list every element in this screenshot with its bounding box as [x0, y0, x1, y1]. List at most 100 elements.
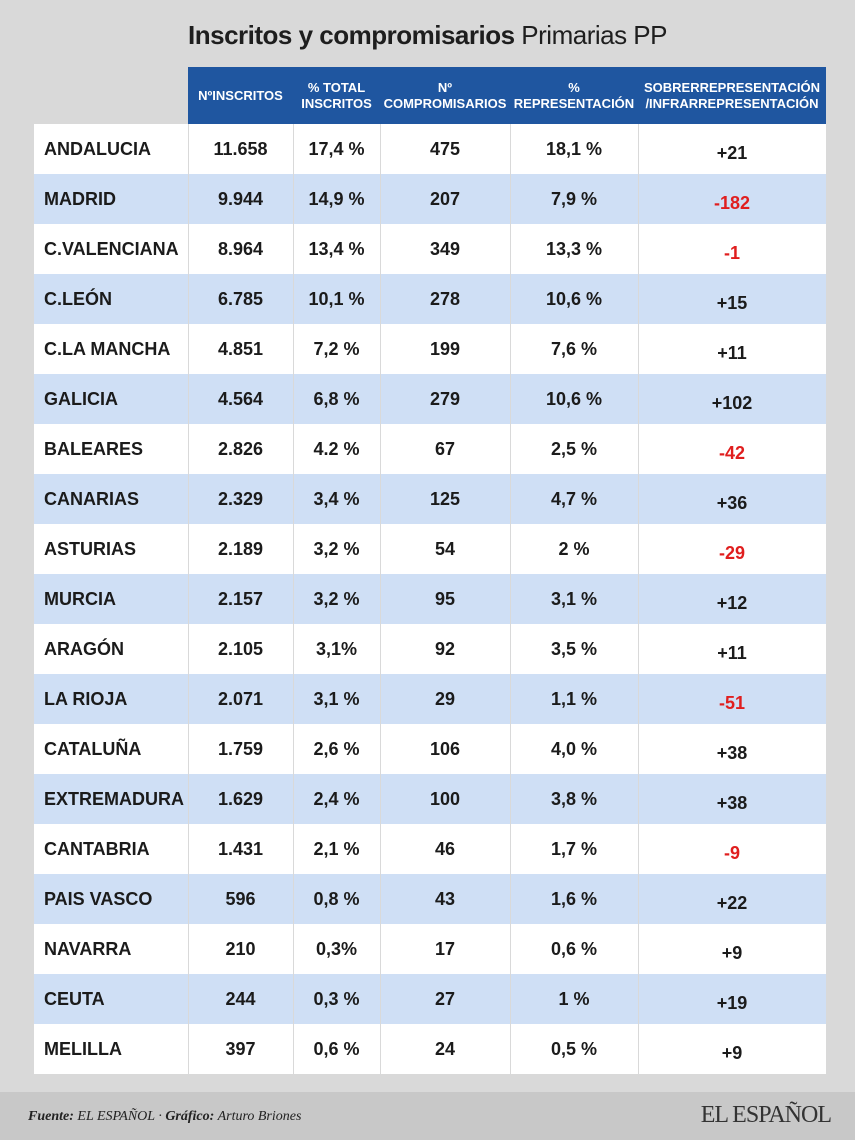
column-divider [380, 374, 381, 424]
pct-representacion-cell: 2 % [558, 538, 590, 559]
column-divider [638, 524, 639, 574]
column-divider [510, 524, 511, 574]
region-name: BALEARES [44, 438, 144, 459]
compromisarios-cell: 46 [434, 838, 456, 859]
column-divider [638, 574, 639, 624]
region-name: EXTREMADURA [44, 788, 185, 809]
diff-cell: +9 [721, 1042, 743, 1063]
region-name: C.VALENCIANA [44, 238, 179, 259]
pct-total-cell: 3,1 % [313, 688, 360, 709]
diff-cell: +9 [721, 942, 743, 963]
column-divider [638, 424, 639, 474]
compromisarios-cell: 24 [434, 1038, 456, 1059]
column-divider [293, 874, 294, 924]
column-divider [188, 574, 189, 624]
column-divider [188, 974, 189, 1024]
source-label: Fuente: [28, 1109, 74, 1124]
pct-representacion-cell: 1,7 % [550, 838, 598, 859]
header-pct-representacion: % REPRESENTACIÓN [513, 79, 635, 111]
graphic-value: Arturo Briones [217, 1109, 302, 1124]
pct-total-cell: 6,8 % [313, 388, 360, 409]
column-divider [188, 724, 189, 774]
compromisarios-cell: 199 [429, 338, 461, 359]
inscritos-cell: 4.851 [217, 338, 264, 359]
column-divider [293, 774, 294, 824]
table-row: ARAGÓN 2.105 3,1% 92 3,5 % +11 [34, 624, 826, 674]
pct-total-cell: 17,4 % [308, 138, 365, 159]
inscritos-cell: 397 [225, 1038, 256, 1059]
inscritos-cell: 596 [225, 888, 256, 909]
diff-cell: +38 [716, 742, 748, 763]
compromisarios-cell: 475 [429, 138, 461, 159]
region-name: ASTURIAS [44, 538, 137, 559]
region-name: MELILLA [44, 1038, 122, 1059]
diff-cell: +15 [716, 292, 748, 313]
table-row: CEUTA 244 0,3 % 27 1 % +19 [34, 974, 826, 1024]
pct-total-cell: 13,4 % [308, 238, 365, 259]
column-divider [510, 774, 511, 824]
column-divider [510, 824, 511, 874]
region-name: NAVARRA [44, 938, 132, 959]
compromisarios-cell: 54 [434, 538, 456, 559]
column-divider [638, 124, 639, 174]
diff-cell: -29 [718, 542, 745, 563]
column-divider [380, 524, 381, 574]
column-divider [188, 324, 189, 374]
compromisarios-cell: 100 [429, 788, 461, 809]
header-inscritos: NºINSCRITOS [198, 87, 283, 103]
pct-total-cell: 14,9 % [308, 188, 365, 209]
diff-cell: +36 [716, 492, 748, 513]
diff-cell: -182 [713, 192, 751, 213]
pct-total-cell: 3,4 % [313, 488, 360, 509]
pct-representacion-cell: 2,5 % [550, 438, 598, 459]
column-divider [510, 724, 511, 774]
column-divider [380, 574, 381, 624]
column-divider [188, 774, 189, 824]
column-divider [380, 174, 381, 224]
column-divider [293, 124, 294, 174]
column-divider [638, 374, 639, 424]
diff-cell: +21 [716, 142, 748, 163]
column-divider [638, 1024, 639, 1074]
column-divider [188, 224, 189, 274]
column-divider [638, 924, 639, 974]
pct-representacion-cell: 3,1 % [550, 588, 598, 609]
column-divider [293, 574, 294, 624]
column-divider [510, 274, 511, 324]
inscritos-cell: 1.431 [217, 838, 264, 859]
column-divider [188, 424, 189, 474]
column-divider [638, 874, 639, 924]
column-divider [510, 574, 511, 624]
column-divider [380, 324, 381, 374]
column-divider [380, 724, 381, 774]
separator: · [154, 1109, 166, 1124]
region-name: C.LEÓN [44, 288, 113, 309]
column-divider [510, 324, 511, 374]
region-name: CANTABRIA [44, 838, 150, 859]
compromisarios-cell: 125 [429, 488, 461, 509]
column-divider [293, 274, 294, 324]
pct-representacion-cell: 10,6 % [545, 288, 603, 309]
pct-representacion-cell: 0,5 % [550, 1038, 598, 1059]
pct-representacion-cell: 4,0 % [550, 738, 598, 759]
column-divider [380, 924, 381, 974]
graphic-label: Gráfico: [165, 1109, 215, 1124]
region-name: ANDALUCIA [44, 138, 151, 159]
region-name: CANARIAS [44, 488, 140, 509]
column-divider [638, 624, 639, 674]
column-divider [293, 924, 294, 974]
table-row: GALICIA 4.564 6,8 % 279 10,6 % +102 [34, 374, 826, 424]
pct-total-cell: 0,8 % [313, 888, 360, 909]
table-row: CANTABRIA 1.431 2,1 % 46 1,7 % -9 [34, 824, 826, 874]
column-divider [188, 924, 189, 974]
inscritos-cell: 11.658 [213, 138, 268, 159]
column-divider [380, 474, 381, 524]
pct-total-cell: 7,2 % [313, 338, 360, 359]
table-row: NAVARRA 210 0,3% 17 0,6 % +9 [34, 924, 826, 974]
column-divider [293, 724, 294, 774]
column-divider [510, 174, 511, 224]
table-row: ANDALUCIA 11.658 17,4 % 475 18,1 % +21 [34, 124, 826, 174]
source-value: EL ESPAÑOL [77, 1109, 155, 1124]
column-divider [293, 224, 294, 274]
column-divider [293, 824, 294, 874]
